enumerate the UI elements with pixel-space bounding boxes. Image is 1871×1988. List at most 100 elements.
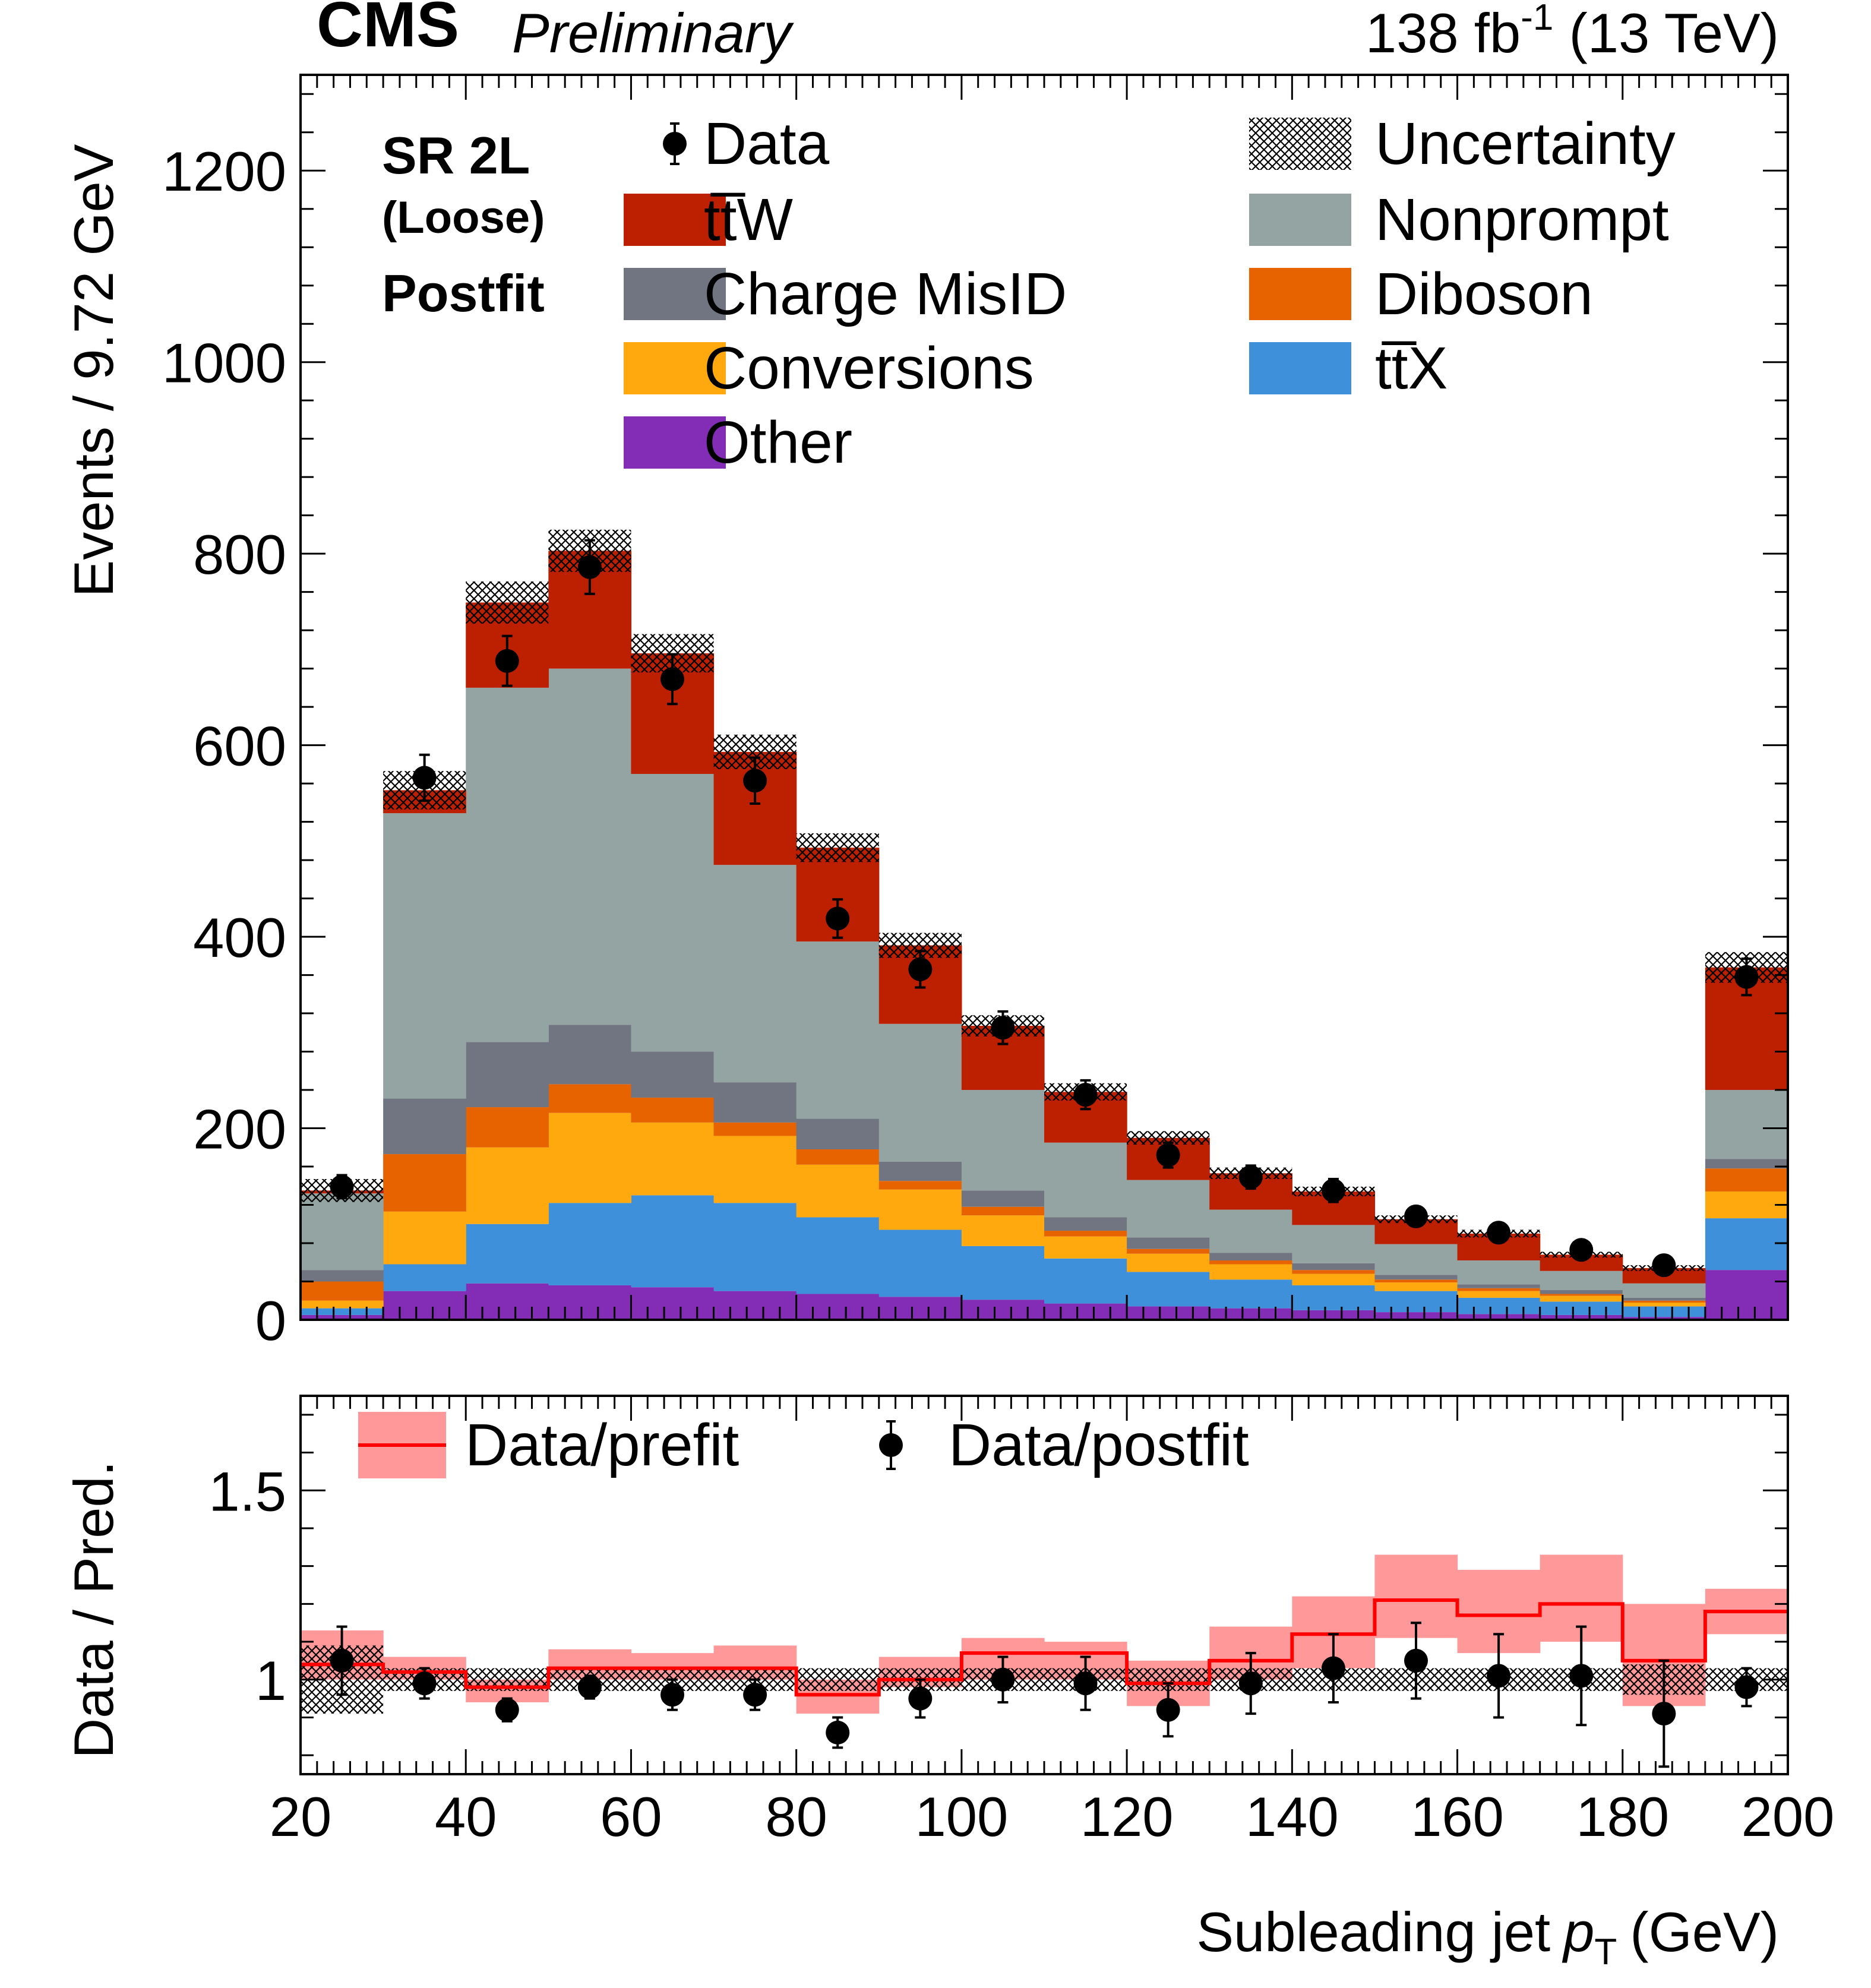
postfit-point [1652, 1702, 1676, 1726]
data-point [1238, 1165, 1263, 1189]
bar-diboson [1044, 1231, 1127, 1237]
legend-swatch-diboson [1249, 268, 1351, 320]
legend-swatch-chargemisid [624, 268, 726, 320]
bar-diboson [796, 1149, 880, 1165]
bar-conversions [631, 1122, 715, 1196]
data-points [330, 539, 1759, 1278]
bar-nonprompt [961, 1090, 1045, 1191]
bar-other [631, 1287, 715, 1320]
bar-nonprompt [1540, 1270, 1623, 1291]
bar-diboson [1705, 1168, 1788, 1191]
bar-other [1127, 1306, 1210, 1320]
bar-diboson [548, 1084, 632, 1113]
postfit-point [826, 1720, 850, 1744]
bar-diboson [1374, 1279, 1458, 1283]
bar-chargemisid [466, 1042, 549, 1108]
bar-other [548, 1285, 632, 1320]
bar-ttx [466, 1224, 549, 1284]
prefit-line [301, 1598, 1788, 1697]
bar-conversions [1127, 1253, 1210, 1272]
legend-label: tt̅W [704, 187, 794, 253]
bar-chargemisid [1540, 1290, 1623, 1294]
x-tick-label: 200 [1742, 1785, 1835, 1848]
bar-chargemisid [1044, 1217, 1127, 1231]
bar-nonprompt [796, 941, 880, 1119]
bar-ttx [961, 1246, 1045, 1300]
bar-conversions [1457, 1291, 1541, 1298]
y-tick-label: 1000 [162, 332, 286, 394]
bar-chargemisid [1705, 1159, 1788, 1169]
x-tick-label: 40 [435, 1785, 497, 1848]
bar-conversions [383, 1211, 466, 1265]
data-point [330, 1174, 354, 1199]
bar-chargemisid [631, 1051, 715, 1098]
data-point [991, 1016, 1015, 1040]
bar-nonprompt [466, 687, 549, 1042]
data-point [1734, 965, 1759, 989]
postfit-point [660, 1683, 684, 1707]
data-point [1569, 1238, 1594, 1262]
bar-nonprompt [878, 1023, 962, 1162]
bar-nonprompt [1292, 1225, 1376, 1263]
postfit-point [991, 1667, 1015, 1692]
legend-label: Charge MisID [704, 261, 1067, 327]
data-point [908, 957, 933, 981]
postfit-point [495, 1698, 519, 1722]
data-point [1487, 1221, 1511, 1245]
bar-nonprompt [631, 773, 715, 1052]
bar-conversions [961, 1215, 1045, 1246]
bar-other [796, 1294, 880, 1320]
postfit-point [908, 1686, 933, 1711]
postfit-point [330, 1648, 354, 1673]
bar-ttx [1044, 1258, 1127, 1304]
legend-label: Data [704, 110, 830, 177]
bar-conversions [1292, 1273, 1376, 1285]
bar-chargemisid [548, 1025, 632, 1085]
postfit-point [743, 1683, 767, 1707]
legend-label: Nonprompt [1375, 187, 1669, 253]
x-tick-label: 80 [765, 1785, 827, 1848]
stacked-histograms [301, 551, 1788, 1320]
postfit-point [1156, 1698, 1180, 1722]
bar-conversions [796, 1164, 880, 1218]
bar-nonprompt [1209, 1209, 1292, 1253]
ratio-legend: Data/prefit Data/postfit [358, 1412, 1249, 1478]
cms-label: CMS [317, 0, 459, 60]
legend-label: Conversions [704, 335, 1034, 402]
bar-chargemisid [1292, 1263, 1376, 1270]
lumi-label: 138 fb-1 (13 TeV) [1366, 0, 1779, 64]
bar-ttx [713, 1203, 797, 1291]
bar-diboson [961, 1206, 1045, 1216]
fit-label: Postfit [382, 264, 545, 323]
y-tick-label: 600 [193, 715, 286, 777]
bar-diboson [878, 1181, 962, 1190]
bar-ttx [1209, 1279, 1292, 1309]
uncertainty-band [466, 581, 549, 624]
bar-conversions [1705, 1191, 1788, 1219]
postfit-point [1238, 1671, 1263, 1696]
bar-nonprompt [548, 668, 632, 1025]
lumi-value: 138 fb [1366, 2, 1521, 64]
legend-prefit-label: Data/prefit [465, 1412, 739, 1478]
bar-nonprompt [1127, 1180, 1210, 1238]
bar-other [1292, 1310, 1376, 1320]
bar-other [1044, 1303, 1127, 1320]
bar-diboson [383, 1154, 466, 1212]
bar-chargemisid [878, 1161, 962, 1181]
ratio-uncertainty-band [796, 1668, 879, 1691]
bar-ttx [1705, 1218, 1788, 1270]
bar-conversions [1374, 1282, 1458, 1291]
bar-diboson [1292, 1270, 1376, 1274]
bar-chargemisid [961, 1190, 1045, 1207]
y-tick-label: 200 [193, 1098, 286, 1161]
bar-ttx [1127, 1272, 1210, 1307]
bar-other [1374, 1312, 1458, 1320]
legend-label: tt̅X [1375, 335, 1448, 402]
x-axis-label-text: Subleading jet [1196, 1901, 1550, 1963]
ratio-y-tick-label: 1 [255, 1649, 286, 1712]
bar-diboson [301, 1281, 384, 1301]
bar-diboson [1622, 1300, 1706, 1303]
